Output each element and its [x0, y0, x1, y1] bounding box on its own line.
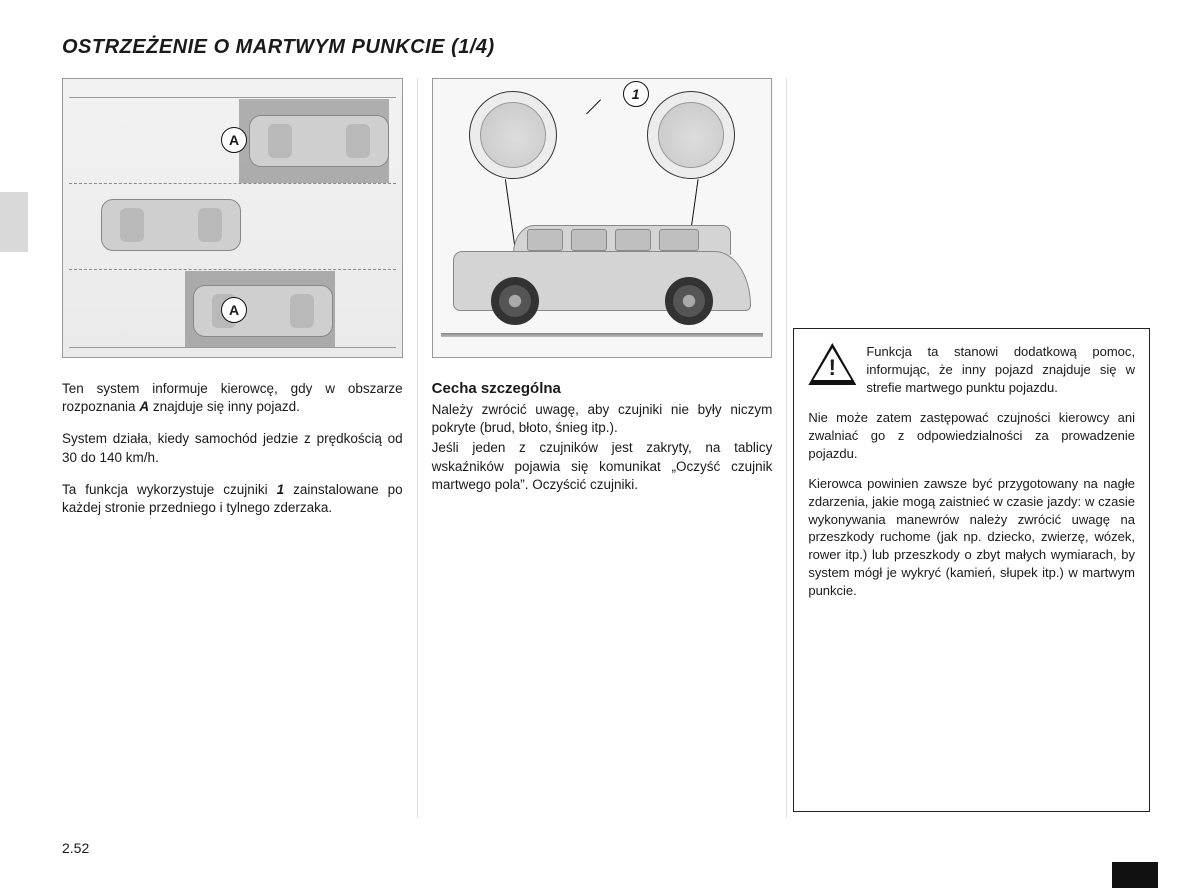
mid-para-2: Jeśli jeden z czujników jest zakryty, na…	[432, 439, 773, 494]
warning-box: ! Funkcja ta stanowi dodatkową pomoc, in…	[793, 328, 1150, 812]
column-right: ! Funkcja ta stanowi dodatkową pomoc, in…	[787, 78, 1156, 818]
page-number: 2.52	[62, 840, 89, 856]
warning-para-2: Nie może zatem zastępować czujności kier…	[808, 409, 1135, 463]
label-a-top: A	[221, 127, 247, 153]
figure-blind-spot-lanes: 50923 A A	[62, 78, 403, 358]
label-a-bottom: A	[221, 297, 247, 323]
vehicle-side-view	[453, 219, 752, 329]
warning-icon: !	[808, 343, 856, 385]
content-columns: 50923 A A Ten system informuje kierowcę,…	[48, 78, 1156, 818]
column-left: 50923 A A Ten system informuje kierowcę,…	[48, 78, 417, 818]
callout-1: 1	[623, 81, 649, 107]
thumb-tab-left	[0, 192, 28, 252]
left-para-1: Ten system informuje kierowcę, gdy w obs…	[62, 380, 403, 416]
left-para-3: Ta funkcja wykorzystuje czujniki 1 zains…	[62, 481, 403, 517]
zoom-front-sensor	[469, 91, 557, 179]
thumb-index-mark	[1112, 862, 1158, 888]
warning-para-1: Funkcja ta stanowi dodatkową pomoc, info…	[808, 343, 1135, 397]
warning-para-3: Kierowca powinien zawsze być przygotowan…	[808, 475, 1135, 601]
zoom-rear-sensor	[647, 91, 735, 179]
figure-sensor-locations: 50928 1	[432, 78, 773, 358]
mid-para-1: Należy zwrócić uwagę, aby czujniki nie b…	[432, 401, 773, 437]
left-para-2: System działa, kiedy samochód jedzie z p…	[62, 430, 403, 466]
column-middle: 50928 1 Cecha szczególna Należy zwrócić …	[418, 78, 787, 818]
page-title: OSTRZEŻENIE O MARTWYM PUNKCIE (1/4)	[62, 36, 495, 59]
subheading-special: Cecha szczególna	[432, 380, 773, 397]
